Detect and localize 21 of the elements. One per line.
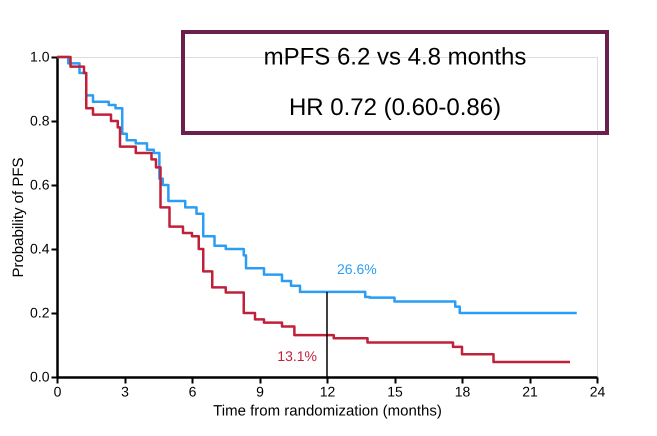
x-tick-label: 24 — [590, 384, 606, 400]
y-tick-label: 0.2 — [30, 304, 50, 320]
x-tick-label: 21 — [522, 384, 538, 400]
x-tick-label: 15 — [387, 384, 403, 400]
x-tick-label: 6 — [188, 384, 197, 400]
y-tick-label: 0.8 — [30, 112, 50, 128]
annotation: HR 0.72 (0.60-0.86) — [288, 94, 502, 121]
annotation: 26.6% — [337, 260, 377, 277]
y-tick-label: 0.6 — [30, 176, 50, 192]
x-tick-label: 0 — [54, 384, 62, 400]
x-axis-title: Time from randomization (months) — [213, 402, 442, 420]
x-tick-label: 3 — [121, 384, 130, 400]
annotation: 13.1% — [277, 348, 317, 364]
y-axis-title: Probability of PFS — [10, 157, 28, 278]
x-tick-label: 9 — [256, 384, 264, 400]
y-tick-label: 0.0 — [30, 368, 50, 384]
y-tick-label: 1.0 — [30, 48, 50, 64]
x-tick-label: 12 — [320, 384, 336, 400]
y-tick-label: 0.4 — [30, 240, 50, 256]
annotation: mPFS 6.2 vs 4.8 months — [264, 43, 526, 70]
x-tick-label: 18 — [454, 384, 470, 400]
